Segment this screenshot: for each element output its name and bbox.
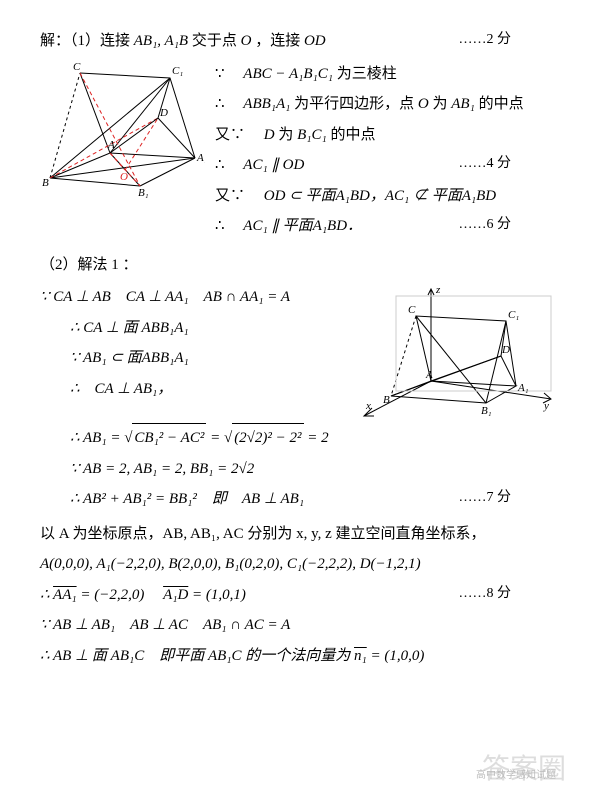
svg-text:y: y [543,400,549,412]
figure-2: A B C A₁ B₁ C₁ D x y z [356,281,556,421]
vector: AA₁ [53,587,77,603]
part1-heading: 解：（1）连接 AB₁, A₁B 交于点 O ，连接 OD ……2 分 [40,27,556,56]
svg-text:B₁: B₁ [138,187,149,198]
svg-text:B: B [42,177,49,189]
math: AB₁ [451,96,475,112]
svg-text:z: z [435,284,441,296]
math: AC₁ ∥ 平面A₁BD． [243,218,362,234]
text: 为平行四边形，点 [294,96,418,112]
vector: A₁D [163,587,188,603]
math: OD [304,33,326,49]
line: 又∵ D 为 B₁C₁ 的中点 [215,121,556,150]
sym: ∴ [215,218,240,234]
line-vec: ∴ AA₁ = (−2,2,0) A₁D = (1,0,1) ……8 分 [40,581,556,610]
math: O [418,96,429,112]
text: 的中点 [330,127,375,143]
svg-text:D: D [501,344,510,356]
math: ∴ AB ⊥ 面 AB₁C 即平面 AB₁C 的一个法向量为 [40,648,354,664]
line: ∵ ABC − A₁B₁C₁ 为三棱柱 [215,60,556,89]
line: ∵ AB = 2, AB₁ = 2, BB₁ = 2√2 [40,455,556,484]
sym: ∴ [215,96,240,112]
text: 的中点 [479,96,524,112]
line: ∵ AB₁ ⊂ 面ABB₁A₁ [40,344,356,373]
score-7: ……7 分 [459,485,512,512]
math: AB₁, A₁B [134,33,188,49]
score-6: ……6 分 [459,212,512,239]
svg-text:B₁: B₁ [481,405,492,417]
math: ABB₁A₁ [243,96,290,112]
svg-text:x: x [365,400,371,412]
math: = (−2,2,0) [80,587,159,603]
text: 解：（1）连接 [40,33,130,49]
sym: ∴ [215,157,240,173]
math: AC₁ ∥ OD [243,157,304,173]
line: ∵ AB ⊥ AB₁ AB ⊥ AC AB₁ ∩ AC = A [40,611,556,640]
sym: ∴ [40,587,53,603]
svg-text:C₁: C₁ [508,309,519,321]
line: ∴ ABB₁A₁ 为平行四边形，点 O 为 AB₁ 的中点 [215,90,556,119]
text: ，连接 [255,33,300,49]
svg-text:C₁: C₁ [172,65,183,77]
math: = (1,0,1) [192,587,246,603]
score-2: ……2 分 [459,27,512,54]
vector: n₁ [354,648,367,664]
svg-text:C: C [408,304,416,316]
line: ∴ AC₁ ∥ OD ……4 分 [215,151,556,180]
math: OD ⊂ 平面A₁BD，AC₁ ⊄ 平面A₁BD [264,188,496,204]
math: = (1,0,0) [370,648,424,664]
line: A(0,0,0), A₁(−2,2,0), B(2,0,0), B₁(0,2,0… [40,550,556,579]
line-sqrt: ∴ AB₁ = √CB₁² − AC² = √(2√2)² − 2² = 2 [40,423,556,453]
radicand: (2√2)² − 2² [232,423,303,453]
svg-text:A₁: A₁ [517,382,529,394]
math: O [241,33,252,49]
radicand: CB₁² − AC² [132,423,206,453]
part1-lines: ∵ ABC − A₁B₁C₁ 为三棱柱 ∴ ABB₁A₁ 为平行四边形，点 O … [215,58,556,243]
sym: ∵ [215,66,240,82]
part2-text: ∵ CA ⊥ AB CA ⊥ AA₁ AB ∩ AA₁ = A ∴ CA ⊥ 面… [40,281,356,405]
figure-1: A B C A₁ B₁ C₁ D O [40,58,205,198]
text: 为 [433,96,452,112]
score-8: ……8 分 [459,581,512,608]
part1-body: A B C A₁ B₁ C₁ D O ∵ ABC − A₁B₁C₁ 为三棱柱 ∴… [40,58,556,243]
watermark-small: 高中数学感知试题 [476,766,556,785]
math: D [264,127,275,143]
math: = 2 [307,430,328,446]
svg-text:A: A [107,139,115,151]
part2-heading: （2）解法 1 ： [40,251,556,280]
line: ∵ CA ⊥ AB CA ⊥ AA₁ AB ∩ AA₁ = A [40,283,356,312]
svg-text:O: O [120,171,128,183]
score-4: ……4 分 [459,151,512,178]
line: 又∵ OD ⊂ 平面A₁BD，AC₁ ⊄ 平面A₁BD [215,182,556,211]
svg-text:A: A [425,369,433,381]
line: ∴ AB ⊥ 面 AB₁C 即平面 AB₁C 的一个法向量为 n₁ = (1,0… [40,642,556,671]
line: 以 A 为坐标原点，AB, AB₁, AC 分别为 x, y, z 建立空间直角… [40,520,556,549]
text: 为 [278,127,297,143]
sym: 又∵ [215,188,260,204]
svg-text:C: C [73,61,81,73]
math: ABC − A₁B₁C₁ [243,66,333,82]
text: 交于点 [192,33,237,49]
math: B₁C₁ [297,127,327,143]
text: 为三棱柱 [337,66,397,82]
svg-text:B: B [383,394,390,406]
line: ∴ CA ⊥ 面 ABB₁A₁ [40,314,356,343]
line: ∴ AB² + AB₁² = BB₁² 即 AB ⊥ AB₁ ……7 分 [40,485,556,514]
line: ∴ AC₁ ∥ 平面A₁BD． ……6 分 [215,212,556,241]
math: ∴ AB² + AB₁² = BB₁² 即 AB ⊥ AB₁ [70,491,304,507]
svg-text:A₁: A₁ [196,152,205,164]
math: ∴ AB₁ = [70,430,124,446]
eq: = [210,430,224,446]
line: ∴ CA ⊥ AB₁， [40,375,356,404]
part2-row: ∵ CA ⊥ AB CA ⊥ AA₁ AB ∩ AA₁ = A ∴ CA ⊥ 面… [40,281,556,421]
sym: 又∵ [215,127,260,143]
svg-text:D: D [159,107,168,119]
